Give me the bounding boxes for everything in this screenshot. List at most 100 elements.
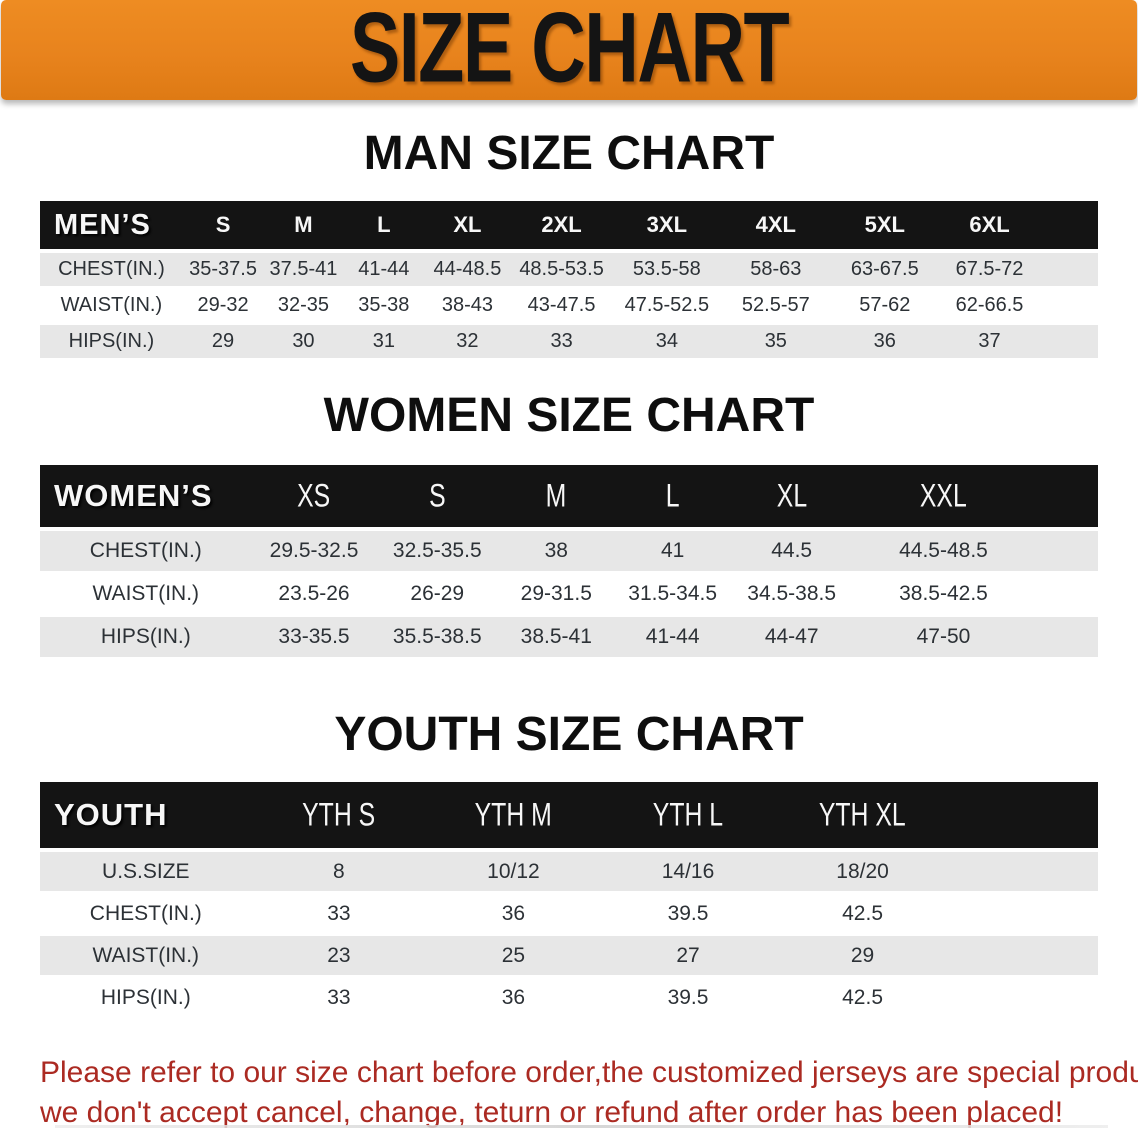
size-cell: 29-32 (182, 286, 264, 324)
size-column-header: M (498, 465, 615, 531)
size-label: 4XL (755, 212, 796, 237)
youth-size-table: YOUTH YTH S YTH M YTH L YTH XL U.S.SIZE … (40, 782, 1098, 1017)
size-cell: 36 (426, 975, 601, 1017)
row-label: HIPS(IN.) (40, 322, 183, 358)
size-label: 6XL (969, 212, 1010, 237)
size-cell: 44-47 (730, 614, 853, 657)
size-cell: 47-50 (852, 614, 1035, 657)
size-cell: 35-38 (343, 286, 425, 324)
table-row: WAIST(IN.) 23.5-26 26-29 29-31.5 31.5-34… (40, 571, 1098, 616)
size-cell: 37.5-41 (263, 249, 344, 288)
size-column-header: YTH L (600, 782, 776, 852)
size-cell: 38.5-42.5 (852, 571, 1035, 616)
banner-title: SIZE CHART (349, 0, 790, 103)
size-column-header: 4XL (721, 201, 831, 253)
size-cell: 47.5-52.5 (612, 286, 722, 324)
men-section-title: MAN SIZE CHART (363, 127, 775, 180)
row-spacer (949, 933, 1098, 977)
table-row: WAIST(IN.) 23 25 27 29 (40, 933, 1098, 977)
size-label: YTH XL (819, 796, 906, 833)
size-cell: 44.5-48.5 (852, 527, 1035, 573)
size-cell: 23.5-26 (251, 571, 377, 616)
size-cell: 31 (343, 322, 425, 358)
size-cell: 35-37.5 (182, 249, 264, 288)
header-spacer (949, 782, 1098, 852)
row-label: HIPS(IN.) (40, 614, 252, 657)
table-row: WAIST(IN.) 29-32 32-35 35-38 38-43 43-47… (40, 286, 1098, 324)
size-label: XXL (920, 477, 967, 514)
youth-section: YOUTH SIZE CHART YOUTH YTH S YTH M YTH L… (0, 707, 1138, 1017)
women-size-table: WOMEN’S XS S M L XL XXL CHEST(IN.) 29.5-… (40, 465, 1098, 657)
size-cell: 42.5 (775, 975, 950, 1017)
size-label: YTH L (652, 796, 724, 833)
row-spacer (1034, 614, 1098, 657)
size-cell: 29 (182, 322, 264, 358)
row-label: WAIST(IN.) (40, 933, 252, 977)
size-label: YTH S (302, 796, 376, 833)
row-spacer (949, 975, 1098, 1017)
header-spacer (1034, 465, 1098, 531)
size-cell: 38.5-41 (498, 614, 615, 657)
size-column-header: L (614, 465, 731, 531)
size-label: S (215, 212, 231, 237)
size-cell: 41-44 (614, 614, 731, 657)
size-cell: 38-43 (424, 286, 511, 324)
size-column-header: 5XL (830, 201, 940, 253)
size-cell: 33 (251, 891, 427, 935)
size-column-header: YTH XL (775, 782, 950, 852)
bottom-divider (55, 1125, 1108, 1128)
size-cell: 63-67.5 (830, 249, 940, 288)
row-label: CHEST(IN.) (40, 527, 252, 573)
size-chart-banner: SIZE CHART (1, 0, 1137, 100)
size-column-header: S (182, 201, 264, 253)
size-label: 5XL (864, 212, 905, 237)
women-section-title: WOMEN SIZE CHART (323, 389, 815, 442)
size-column-header: XS (251, 465, 377, 531)
table-row: HIPS(IN.) 33 36 39.5 42.5 (40, 975, 1098, 1017)
table-row: CHEST(IN.) 29.5-32.5 32.5-35.5 38 41 44.… (40, 527, 1098, 573)
size-cell: 31.5-34.5 (614, 571, 731, 616)
size-column-header: L (343, 201, 425, 253)
size-cell: 18/20 (775, 848, 950, 893)
table-row: CHEST(IN.) 33 36 39.5 42.5 (40, 891, 1098, 935)
size-label: L (665, 477, 680, 514)
row-spacer (1039, 322, 1098, 358)
size-cell: 41 (614, 527, 731, 573)
size-label: 2XL (541, 212, 582, 237)
row-label: CHEST(IN.) (40, 249, 183, 288)
size-cell: 36 (426, 891, 601, 935)
table-corner-label: YOUTH (40, 782, 252, 852)
disclaimer-line-2: we don't accept cancel, change, teturn o… (40, 1096, 1064, 1129)
size-cell: 33 (510, 322, 613, 358)
size-cell: 34 (612, 322, 722, 358)
size-cell: 29.5-32.5 (251, 527, 377, 573)
size-cell: 29-31.5 (498, 571, 615, 616)
size-column-header: 2XL (510, 201, 613, 253)
row-label: WAIST(IN.) (40, 571, 252, 616)
youth-section-title: YOUTH SIZE CHART (334, 708, 804, 761)
size-cell: 25 (426, 933, 601, 977)
row-spacer (949, 891, 1098, 935)
size-column-header: 6XL (939, 201, 1040, 253)
size-cell: 36 (830, 322, 940, 358)
row-label: HIPS(IN.) (40, 975, 252, 1017)
size-cell: 41-44 (343, 249, 425, 288)
size-cell: 29 (775, 933, 950, 977)
size-cell: 43-47.5 (510, 286, 613, 324)
row-spacer (1039, 249, 1098, 288)
table-row: CHEST(IN.) 35-37.5 37.5-41 41-44 44-48.5… (40, 249, 1098, 288)
size-cell: 35.5-38.5 (376, 614, 499, 657)
size-label: XL (776, 477, 807, 514)
table-corner-label: WOMEN’S (40, 465, 252, 531)
size-label: S (428, 477, 446, 514)
size-label: XL (453, 212, 482, 237)
size-cell: 53.5-58 (612, 249, 722, 288)
size-label: YTH M (474, 796, 553, 833)
women-section: WOMEN SIZE CHART WOMEN’S XS S M L XL XXL… (0, 388, 1138, 657)
size-column-header: XXL (852, 465, 1035, 531)
size-cell: 27 (600, 933, 776, 977)
size-cell: 62-66.5 (939, 286, 1040, 324)
size-label: M (294, 212, 313, 237)
row-spacer (1034, 527, 1098, 573)
size-cell: 57-62 (830, 286, 940, 324)
